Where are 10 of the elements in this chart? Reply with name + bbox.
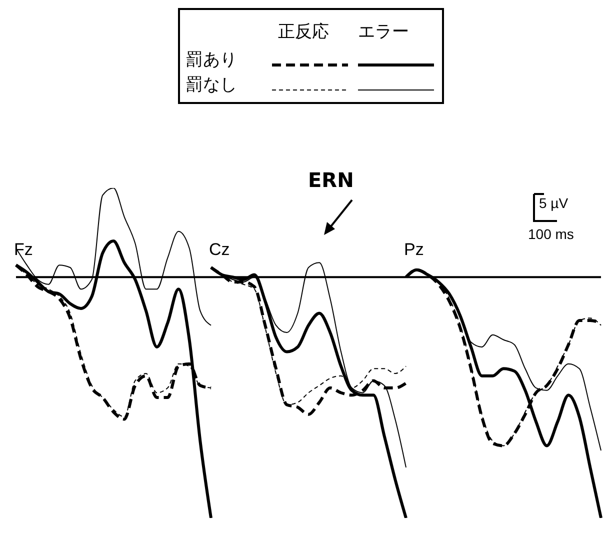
chart-title: Pz: [404, 240, 424, 260]
text: Fz: [14, 240, 33, 260]
text: 5 µV: [539, 195, 568, 211]
text: エラー: [358, 21, 409, 43]
text: 正反応: [278, 21, 329, 43]
text: 100 ms: [528, 226, 574, 242]
chart-title: Cz: [209, 240, 230, 260]
text: 罰なし: [186, 74, 237, 96]
text: 罰あり: [186, 49, 237, 71]
text: ERN: [308, 168, 354, 192]
